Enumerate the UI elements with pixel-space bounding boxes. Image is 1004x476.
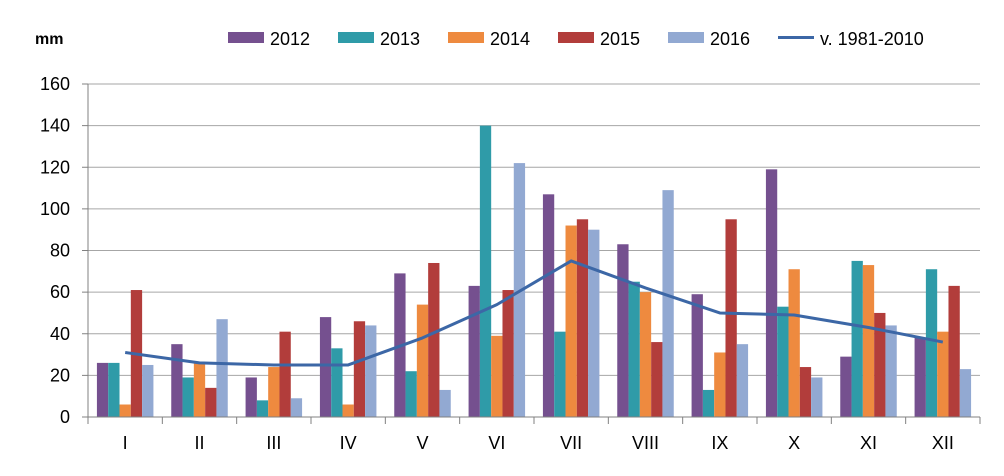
y-tick-label: 100 [40,199,70,219]
bar-2013-II [182,377,194,417]
bar-2016-IX [736,344,749,417]
y-tick-labels: 0 20 40 60 80 100 120 140 160 [40,74,70,427]
bar-2012-III [245,377,257,417]
bar-2016-XI [885,325,897,417]
bar-2016-VII [588,229,600,417]
bar-2015-XII [948,285,960,417]
y-tick-label: 40 [50,324,70,344]
x-tick-label: VIII [632,433,659,453]
y-tick-label: 0 [60,407,70,427]
bar-2014-IX [714,352,726,417]
bar-2012-VI [468,285,480,417]
line-normal-1981-2010 [124,259,944,367]
bar-2012-VII [542,194,555,417]
bar-2014-X [788,269,800,417]
x-tick-label: V [416,433,428,453]
legend-swatch-2012 [228,32,264,43]
bar-2013-XI [851,260,863,417]
gridlines [88,83,980,376]
bar-2014-XII [937,331,949,417]
bar-2014-XI [862,265,875,417]
x-tick-labels: I II III IV V VI VII VIII IX X XI XII [123,433,954,453]
bar-2016-XII [959,369,972,417]
bar-2015-X [799,367,812,417]
bar-2012-XI [840,356,852,417]
bar-2014-IV [342,404,354,417]
bar-2012-II [171,344,183,417]
bar-2015-V [428,262,440,417]
bar-2013-XII [925,269,938,417]
bar-2016-IV [365,325,377,417]
y-tick-label: 160 [40,74,70,94]
bar-2014-VII [565,225,577,417]
bar-2016-V [439,389,451,417]
bar-2015-VIII [651,342,663,417]
bar-2015-XI [874,312,886,417]
bar-2015-VI [502,290,514,417]
bar-2014-VIII [639,292,652,418]
x-tick-label: VI [488,433,505,453]
bar-2016-I [142,364,154,417]
axes [82,83,981,424]
x-tick-label: IX [711,433,728,453]
y-tick-label: 60 [50,282,70,302]
bar-2013-V [405,371,417,417]
bar-2015-VII [576,219,589,417]
bar-2013-X [777,306,789,417]
y-axis-label: mm [35,31,63,48]
x-tick-label: III [266,433,281,453]
bar-2013-VI [479,125,492,418]
bars [96,125,972,418]
legend-label: 2015 [600,29,640,49]
bar-2014-VI [491,335,503,417]
bar-2016-III [290,398,303,417]
bar-2016-VIII [662,190,674,417]
y-tick-label: 80 [50,241,70,261]
bar-2012-IX [691,294,703,417]
legend-label: v. 1981-2010 [820,29,924,49]
y-tick-label: 140 [40,116,70,136]
bar-2012-I [96,362,109,417]
legend-swatch-2013 [338,32,374,43]
bar-2014-II [193,362,206,417]
bar-2016-II [216,319,228,417]
legend: 2012 2013 2014 2015 2016 v. 1981-2010 [228,29,924,49]
x-tick-label: IV [340,433,357,453]
y-tick-label: 20 [50,365,70,385]
legend-label: 2012 [270,29,310,49]
legend-swatch-2014 [448,32,484,43]
y-tick-label: 120 [40,157,70,177]
x-tick-label: X [788,433,800,453]
legend-swatch-2015 [558,32,594,43]
normal-line [124,259,944,367]
bar-2013-IV [331,348,343,417]
bar-2015-IX [725,219,737,417]
x-tick-label: VII [560,433,582,453]
x-tick-label: XII [932,433,954,453]
bar-2012-X [765,169,778,417]
bar-2013-VII [554,331,566,417]
bar-2014-V [416,304,429,417]
bar-2014-I [119,404,131,417]
bar-2013-VIII [628,281,640,417]
bar-2016-X [811,377,823,417]
bar-2013-III [256,400,269,417]
x-tick-label: I [123,433,128,453]
bar-2015-II [205,387,217,417]
legend-label: 2013 [380,29,420,49]
bar-2012-IV [319,317,332,417]
bar-2015-III [279,331,291,417]
legend-label: 2014 [490,29,530,49]
x-tick-label: II [194,433,204,453]
bar-2012-VIII [617,244,629,417]
bar-2012-XII [914,337,926,417]
bar-2015-IV [353,321,366,417]
legend-label: 2016 [710,29,750,49]
bar-2013-I [108,362,120,417]
bar-2014-III [268,367,280,417]
legend-swatch-2016 [668,32,704,43]
x-tick-label: XI [860,433,877,453]
bar-2013-IX [702,389,715,417]
